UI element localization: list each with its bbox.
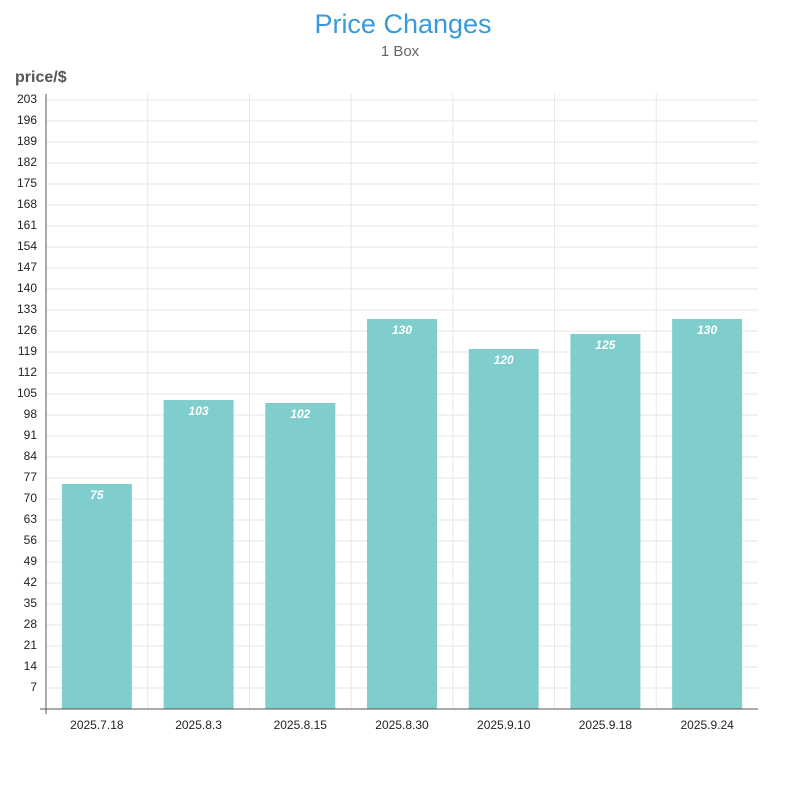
bar (265, 403, 336, 709)
bar (61, 484, 132, 709)
y-tick-label: 105 (17, 386, 37, 400)
x-tick-label: 2025.9.24 (680, 718, 734, 732)
y-tick-label: 119 (18, 344, 37, 358)
y-tick-label: 21 (24, 638, 38, 652)
y-tick-label: 154 (17, 239, 37, 253)
y-tick-label: 126 (17, 323, 37, 337)
y-tick-label: 189 (17, 134, 37, 148)
bar (672, 319, 743, 709)
y-axis-label: price/$ (15, 69, 67, 86)
bar (468, 349, 539, 709)
y-tick-label: 70 (24, 491, 38, 505)
data-label: 103 (189, 404, 209, 418)
y-tick-label: 91 (24, 428, 38, 442)
y-tick-label: 133 (17, 302, 37, 316)
x-tick-label: 2025.9.18 (579, 718, 633, 732)
y-tick-label: 7 (30, 680, 37, 694)
x-tick-label: 2025.8.30 (375, 718, 429, 732)
y-tick-label: 98 (24, 407, 38, 421)
data-label: 75 (90, 488, 104, 502)
y-tick-label: 161 (17, 218, 37, 232)
y-tick-label: 56 (24, 533, 38, 547)
y-tick-label: 28 (24, 617, 38, 631)
y-tick-label: 14 (24, 659, 38, 673)
chart-subtitle: 1 Box (381, 43, 420, 60)
data-label: 130 (392, 323, 412, 337)
y-tick-label: 77 (24, 470, 38, 484)
bar (163, 400, 234, 709)
chart-title: Price Changes (314, 9, 491, 39)
y-tick-label: 49 (24, 554, 38, 568)
x-tick-label: 2025.8.15 (274, 718, 328, 732)
y-tick-label: 112 (18, 365, 37, 379)
x-tick-label: 2025.9.10 (477, 718, 531, 732)
x-tick-label: 2025.7.18 (70, 718, 124, 732)
y-tick-label: 63 (24, 512, 38, 526)
y-tick-label: 203 (17, 92, 37, 106)
y-tick-label: 42 (24, 575, 38, 589)
bar (570, 334, 641, 709)
y-tick-label: 182 (17, 155, 37, 169)
y-tick-label: 196 (17, 113, 37, 127)
x-tick-label: 2025.8.3 (175, 718, 222, 732)
y-tick-label: 140 (17, 281, 37, 295)
y-tick-label: 35 (24, 596, 38, 610)
y-tick-label: 175 (17, 176, 37, 190)
data-label: 125 (595, 338, 615, 352)
bar (367, 319, 437, 709)
y-tick-label: 147 (17, 260, 37, 274)
data-label: 130 (697, 323, 717, 337)
data-label: 120 (494, 353, 514, 367)
data-label: 102 (290, 407, 310, 421)
y-tick-label: 168 (17, 197, 37, 211)
y-tick-label: 84 (24, 449, 38, 463)
